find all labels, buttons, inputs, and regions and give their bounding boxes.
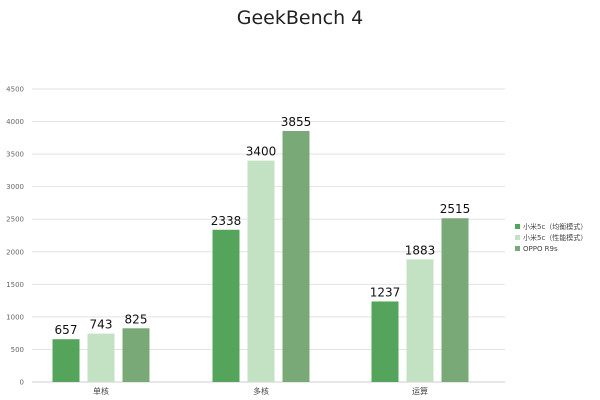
data-labels: 657 743 825 2338 3400 3855 1237 1883 2515 [55,115,471,337]
data-label: 825 [125,312,148,326]
legend-label: OPPO R9s [523,245,558,253]
y-tick-label: 2500 [6,216,24,224]
bar [371,301,399,382]
data-label: 2515 [440,202,471,216]
y-tick-label: 2000 [6,248,24,256]
bar [247,160,275,382]
legend-swatch [515,235,520,240]
y-tick-label: 0 [20,379,24,387]
data-label: 2338 [211,214,242,228]
y-tick-label: 1500 [6,281,24,289]
legend-swatch [515,224,520,229]
y-tick-label: 3500 [6,151,24,159]
y-tick-label: 4000 [6,118,24,126]
y-tick-label: 3000 [6,183,24,191]
y-tick-label: 4500 [6,86,24,94]
y-axis: 0 500 1000 1500 2000 2500 3000 3500 4000 4500 [6,86,24,387]
bar [122,328,150,382]
x-tick-label: 单核 [93,386,109,396]
legend: 小米5c（均衡模式） 小米5c（性能模式） OPPO R9s [515,222,587,253]
y-tick-label: 1000 [6,313,24,321]
data-label: 3855 [281,115,312,129]
x-axis: 单核 多核 运算 [93,386,428,396]
data-label: 657 [55,323,78,337]
x-tick-label: 运算 [412,386,428,396]
bar [282,130,310,382]
chart-title: GeekBench 4 [237,7,364,29]
legend-swatch [515,246,520,251]
bar [212,229,240,382]
bar [441,218,469,382]
bar [406,259,434,382]
data-label: 1237 [370,285,401,299]
data-label: 743 [90,318,113,332]
legend-label: 小米5c（均衡模式） [523,222,587,231]
data-label: 1883 [405,243,436,257]
bar [52,339,80,382]
bar [87,333,115,382]
legend-label: 小米5c（性能模式） [523,233,587,242]
data-label: 3400 [246,145,277,159]
bars [52,130,469,382]
x-tick-label: 多核 [253,386,269,396]
y-tick-label: 500 [11,346,24,354]
